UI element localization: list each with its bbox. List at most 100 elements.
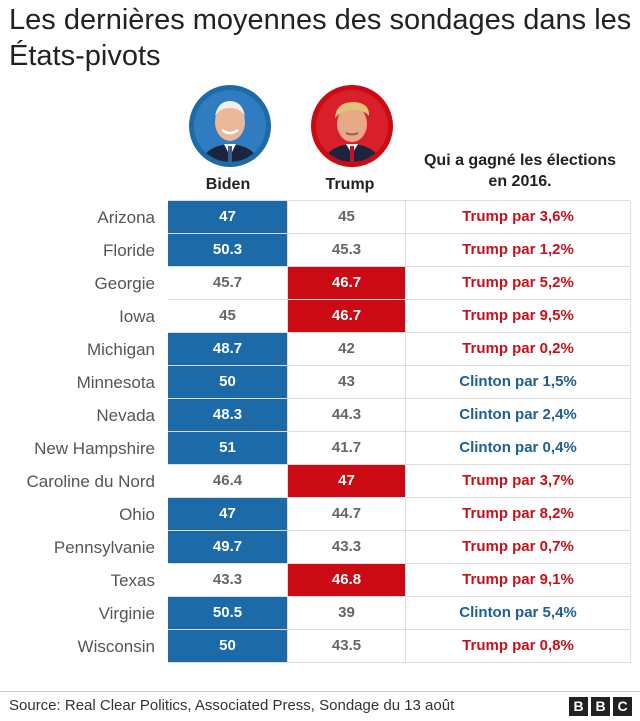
result-2016: Trump par 1,2% — [462, 241, 574, 258]
table-row: Minnesota 50 43 Clinton par 1,5% — [0, 366, 640, 399]
source-note: Source: Real Clear Politics, Associated … — [9, 697, 455, 714]
grid-line — [168, 200, 630, 201]
state-label: Michigan — [86, 340, 155, 359]
grid-line — [287, 201, 288, 663]
biden-poll-value: 49.7 — [168, 531, 287, 563]
grid-line — [168, 431, 630, 432]
state-label: Arizona — [97, 208, 155, 227]
trump-poll-value: 44.3 — [288, 399, 405, 431]
result-2016: Clinton par 1,5% — [459, 373, 577, 390]
table-row: Virginie 50.5 39 Clinton par 5,4% — [0, 597, 640, 630]
grid-line — [168, 266, 630, 267]
biden-poll-value: 48.3 — [168, 399, 287, 431]
trump-portrait-icon — [311, 85, 393, 167]
result-2016: Trump par 9,1% — [462, 571, 574, 588]
table-row: Pennsylvanie 49.7 43.3 Trump par 0,7% — [0, 531, 640, 564]
trump-poll-value: 46.8 — [288, 564, 405, 596]
trump-poll-value: 46.7 — [288, 300, 405, 332]
biden-poll-value: 50 — [168, 366, 287, 398]
result-2016: Trump par 0,7% — [462, 538, 574, 555]
grid-line — [168, 563, 630, 564]
biden-poll-value: 47 — [168, 498, 287, 530]
table-row: Wisconsin 50 43.5 Trump par 0,8% — [0, 630, 640, 663]
bbc-logo-letter: C — [613, 697, 632, 716]
biden-portrait-icon — [189, 85, 271, 167]
table-row: Arizona 47 45 Trump par 3,6% — [0, 201, 640, 234]
biden-poll-value: 48.7 — [168, 333, 287, 365]
state-label: Pennsylvanie — [53, 538, 155, 557]
table-row: Caroline du Nord 46.4 47 Trump par 3,7% — [0, 465, 640, 498]
trump-poll-value: 44.7 — [288, 498, 405, 530]
biden-poll-value: 47 — [168, 201, 287, 233]
grid-line — [168, 464, 630, 465]
state-label: Minnesota — [76, 373, 155, 392]
result-2016: Trump par 0,8% — [462, 637, 574, 654]
state-label: Virginie — [98, 604, 155, 623]
biden-poll-value: 45 — [168, 300, 287, 332]
biden-poll-value: 51 — [168, 432, 287, 464]
result-2016: Trump par 5,2% — [462, 274, 574, 291]
table-row: New Hampshire 51 41.7 Clinton par 0,4% — [0, 432, 640, 465]
winner-2016-column-header: Qui a gagné les élections en 2016. — [423, 152, 617, 190]
trump-poll-value: 45 — [288, 201, 405, 233]
state-label: Georgie — [94, 274, 155, 293]
trump-poll-value: 45.3 — [288, 234, 405, 266]
grid-line — [168, 596, 630, 597]
state-label: Caroline du Nord — [26, 472, 155, 491]
bbc-logo-letter: B — [569, 697, 588, 716]
table-row: Floride 50.3 45.3 Trump par 1,2% — [0, 234, 640, 267]
grid-line — [168, 530, 630, 531]
grid-line — [168, 398, 630, 399]
state-label: Texas — [110, 571, 155, 590]
state-label: Nevada — [96, 406, 155, 425]
state-label: Ohio — [119, 505, 155, 524]
grid-line — [168, 233, 630, 234]
trump-poll-value: 47 — [288, 465, 405, 497]
grid-line — [630, 201, 631, 663]
biden-poll-value: 50.5 — [168, 597, 287, 629]
biden-poll-value: 50.3 — [168, 234, 287, 266]
grid-line — [405, 201, 406, 663]
grid-line — [168, 662, 630, 663]
trump-poll-value: 46.7 — [288, 267, 405, 299]
grid-line — [168, 365, 630, 366]
grid-line — [168, 332, 630, 333]
grid-line — [168, 497, 630, 498]
trump-poll-value: 42 — [288, 333, 405, 365]
biden-column-header: Biden — [205, 176, 251, 193]
table-row: Iowa 45 46.7 Trump par 9,5% — [0, 300, 640, 333]
bbc-logo-letter: B — [591, 697, 610, 716]
result-2016: Clinton par 5,4% — [459, 604, 577, 621]
result-2016: Clinton par 2,4% — [459, 406, 577, 423]
grid-line — [168, 299, 630, 300]
result-2016: Trump par 3,7% — [462, 472, 574, 489]
result-2016: Trump par 8,2% — [462, 505, 574, 522]
table-row: Michigan 48.7 42 Trump par 0,2% — [0, 333, 640, 366]
result-2016: Trump par 3,6% — [462, 208, 574, 225]
result-2016: Trump par 0,2% — [462, 340, 574, 357]
table-row: Nevada 48.3 44.3 Clinton par 2,4% — [0, 399, 640, 432]
trump-poll-value: 43.5 — [288, 630, 405, 662]
state-label: Floride — [103, 241, 155, 260]
table-row: Ohio 47 44.7 Trump par 8,2% — [0, 498, 640, 531]
biden-poll-value: 46.4 — [168, 465, 287, 497]
trump-poll-value: 43 — [288, 366, 405, 398]
bbc-logo: B B C — [569, 697, 632, 716]
trump-poll-value: 41.7 — [288, 432, 405, 464]
grid-line — [168, 629, 630, 630]
trump-poll-value: 43.3 — [288, 531, 405, 563]
state-label: Iowa — [119, 307, 155, 326]
state-label: Wisconsin — [77, 637, 155, 656]
footer-divider — [0, 691, 640, 692]
result-2016: Trump par 9,5% — [462, 307, 574, 324]
result-2016: Clinton par 0,4% — [459, 439, 577, 456]
table-row: Texas 43.3 46.8 Trump par 9,1% — [0, 564, 640, 597]
trump-poll-value: 39 — [288, 597, 405, 629]
trump-column-header: Trump — [325, 176, 375, 193]
state-label: New Hampshire — [34, 439, 155, 458]
biden-poll-value: 45.7 — [168, 267, 287, 299]
table-row: Georgie 45.7 46.7 Trump par 5,2% — [0, 267, 640, 300]
chart-title: Les dernières moyennes des sondages dans… — [9, 4, 632, 72]
biden-poll-value: 50 — [168, 630, 287, 662]
biden-poll-value: 43.3 — [168, 564, 287, 596]
